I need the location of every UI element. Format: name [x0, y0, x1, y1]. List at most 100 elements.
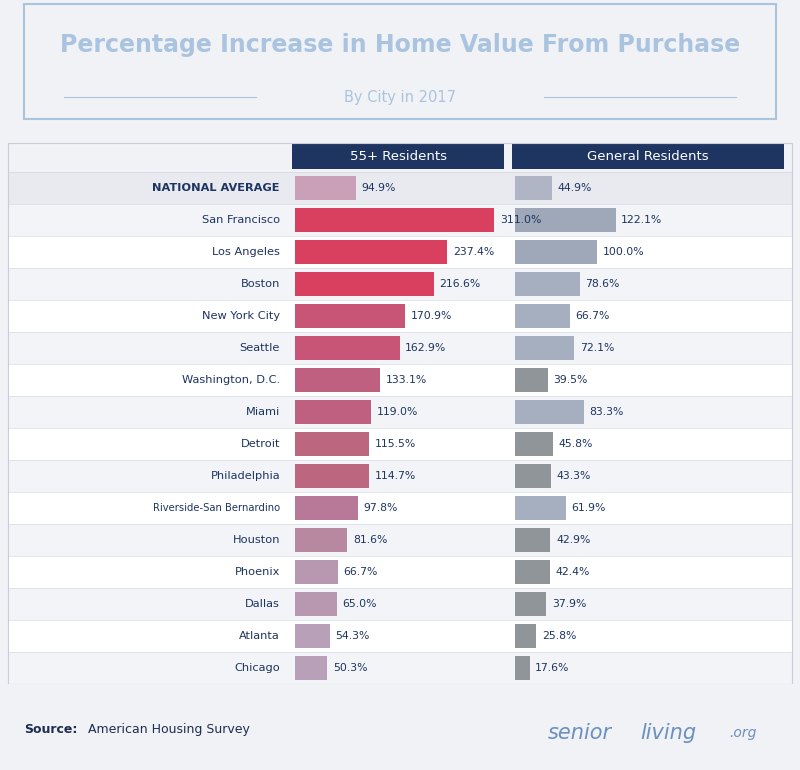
Bar	[515, 432, 553, 456]
Bar	[295, 560, 338, 584]
Bar	[515, 176, 552, 200]
Text: Percentage Increase in Home Value From Purchase: Percentage Increase in Home Value From P…	[60, 33, 740, 57]
Text: 43.3%: 43.3%	[556, 471, 590, 481]
Bar	[295, 624, 330, 648]
Bar	[8, 332, 792, 364]
Bar	[295, 400, 371, 424]
Text: 119.0%: 119.0%	[377, 407, 418, 417]
Bar	[8, 236, 792, 268]
Bar	[515, 560, 550, 584]
Text: NATIONAL AVERAGE: NATIONAL AVERAGE	[153, 183, 280, 193]
Text: 66.7%: 66.7%	[576, 311, 610, 321]
Bar	[515, 528, 550, 552]
Bar	[295, 208, 494, 232]
Text: 42.9%: 42.9%	[556, 535, 590, 545]
Text: 42.4%: 42.4%	[556, 567, 590, 577]
Bar	[8, 364, 792, 396]
Text: Phoenix: Phoenix	[234, 567, 280, 577]
Bar	[295, 656, 327, 680]
Text: 54.3%: 54.3%	[335, 631, 370, 641]
Bar	[295, 592, 337, 616]
Text: 97.8%: 97.8%	[363, 503, 398, 513]
Bar	[295, 496, 358, 520]
Text: Riverside-San Bernardino: Riverside-San Bernardino	[153, 503, 280, 513]
Bar	[8, 460, 792, 492]
Bar	[8, 300, 792, 332]
Text: San Francisco: San Francisco	[202, 215, 280, 225]
Text: 237.4%: 237.4%	[453, 247, 494, 257]
Bar	[512, 143, 784, 169]
Bar	[515, 400, 584, 424]
Text: Detroit: Detroit	[241, 439, 280, 449]
Text: senior: senior	[548, 722, 612, 742]
Text: 133.1%: 133.1%	[386, 375, 427, 385]
Bar	[8, 620, 792, 652]
Text: Boston: Boston	[241, 279, 280, 289]
Bar	[295, 304, 405, 328]
Text: Houston: Houston	[233, 535, 280, 545]
Bar	[515, 336, 574, 360]
Bar	[515, 240, 598, 264]
Bar	[515, 656, 530, 680]
Bar	[515, 368, 548, 392]
Text: 45.8%: 45.8%	[558, 439, 593, 449]
Bar	[292, 143, 504, 169]
Text: 311.0%: 311.0%	[500, 215, 542, 225]
Text: 94.9%: 94.9%	[362, 183, 396, 193]
Bar	[8, 588, 792, 620]
Text: 162.9%: 162.9%	[405, 343, 446, 353]
Bar	[515, 208, 615, 232]
Text: Washington, D.C.: Washington, D.C.	[182, 375, 280, 385]
Text: 25.8%: 25.8%	[542, 631, 576, 641]
Bar	[515, 272, 580, 296]
Bar	[8, 428, 792, 460]
Bar	[295, 336, 399, 360]
Bar	[515, 624, 537, 648]
Text: 81.6%: 81.6%	[353, 535, 387, 545]
Text: 216.6%: 216.6%	[439, 279, 481, 289]
Bar	[295, 368, 381, 392]
Text: Los Angeles: Los Angeles	[212, 247, 280, 257]
Text: Seattle: Seattle	[240, 343, 280, 353]
Bar	[8, 268, 792, 300]
Text: 115.5%: 115.5%	[375, 439, 416, 449]
Bar	[8, 556, 792, 588]
Bar	[8, 172, 792, 204]
Text: 72.1%: 72.1%	[580, 343, 614, 353]
Bar	[8, 524, 792, 556]
Bar	[295, 176, 356, 200]
Text: living: living	[640, 722, 696, 742]
Text: 78.6%: 78.6%	[586, 279, 620, 289]
Text: 50.3%: 50.3%	[333, 663, 367, 673]
Bar	[295, 432, 370, 456]
Bar	[295, 272, 434, 296]
Text: 114.7%: 114.7%	[374, 471, 415, 481]
Text: By City in 2017: By City in 2017	[344, 90, 456, 105]
Text: Atlanta: Atlanta	[239, 631, 280, 641]
Bar	[8, 204, 792, 236]
Text: General Residents: General Residents	[587, 149, 709, 162]
Text: 170.9%: 170.9%	[410, 311, 452, 321]
Text: 83.3%: 83.3%	[590, 407, 624, 417]
Text: 55+ Residents: 55+ Residents	[350, 149, 446, 162]
Text: American Housing Survey: American Housing Survey	[84, 723, 250, 736]
Bar	[515, 592, 546, 616]
Bar	[8, 492, 792, 524]
Text: Dallas: Dallas	[245, 599, 280, 609]
Bar	[8, 652, 792, 684]
Bar	[295, 240, 447, 264]
Text: New York City: New York City	[202, 311, 280, 321]
Text: Source:: Source:	[24, 723, 78, 736]
Text: Chicago: Chicago	[234, 663, 280, 673]
Text: 100.0%: 100.0%	[603, 247, 645, 257]
Text: 17.6%: 17.6%	[535, 663, 570, 673]
Bar	[295, 528, 347, 552]
Bar	[8, 396, 792, 428]
Text: 65.0%: 65.0%	[342, 599, 377, 609]
Text: Philadelphia: Philadelphia	[210, 471, 280, 481]
Text: 122.1%: 122.1%	[621, 215, 662, 225]
Text: Miami: Miami	[246, 407, 280, 417]
Text: 66.7%: 66.7%	[343, 567, 378, 577]
Text: 39.5%: 39.5%	[554, 375, 588, 385]
Bar	[515, 464, 550, 488]
